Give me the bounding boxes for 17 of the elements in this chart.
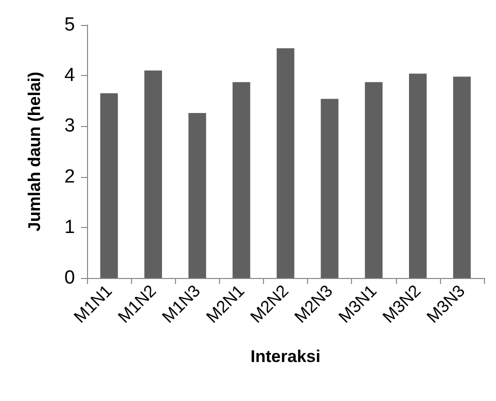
y-axis-title: Jumlah daun (helai) bbox=[25, 72, 44, 232]
bar bbox=[453, 76, 471, 278]
bar bbox=[276, 48, 294, 278]
bar bbox=[232, 82, 250, 278]
bar bbox=[188, 113, 206, 278]
bar bbox=[409, 74, 427, 278]
x-axis-title: Interaksi bbox=[250, 347, 320, 366]
bar bbox=[100, 93, 118, 278]
bar bbox=[144, 70, 162, 278]
y-tick-label: 3 bbox=[64, 116, 75, 137]
y-tick-label: 1 bbox=[64, 216, 75, 238]
y-tick-label: 2 bbox=[64, 166, 75, 188]
y-tick-label: 5 bbox=[64, 14, 75, 36]
y-tick-label: 0 bbox=[64, 268, 75, 288]
bar bbox=[364, 82, 383, 278]
bar bbox=[320, 98, 338, 278]
y-tick-label: 4 bbox=[64, 65, 76, 86]
